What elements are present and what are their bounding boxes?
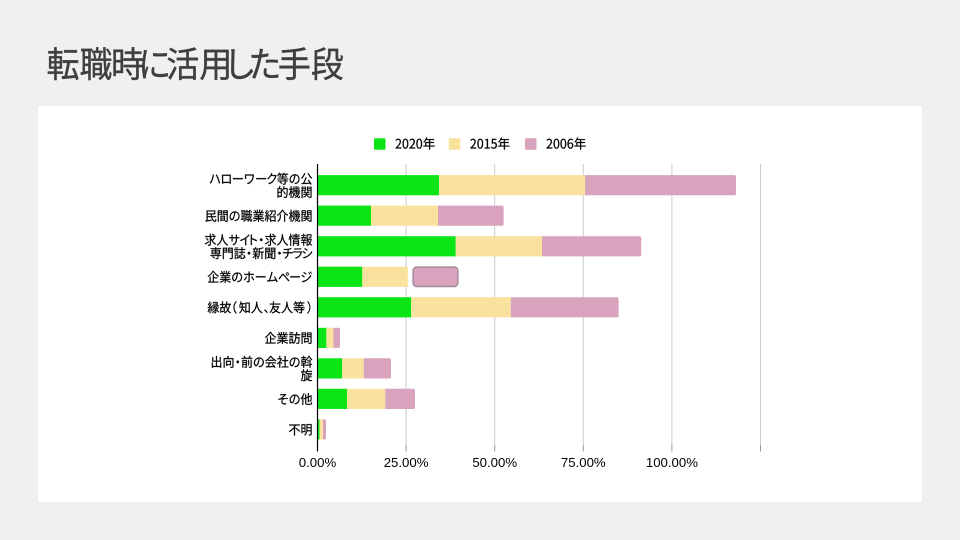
svg-text:50.00%: 50.00% (472, 455, 517, 470)
svg-text:75.00%: 75.00% (561, 455, 606, 470)
svg-text:0.00%: 0.00% (299, 455, 337, 470)
svg-text:100.00%: 100.00% (646, 455, 698, 470)
svg-text:25.00%: 25.00% (384, 455, 429, 470)
